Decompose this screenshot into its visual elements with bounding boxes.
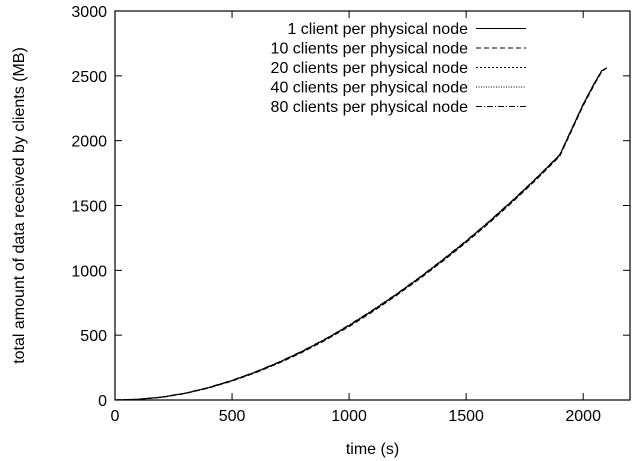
axis-ticks: 0 500 1000 1500 2000 0 500 1000 1500 2000 2500 3000 [71, 4, 630, 425]
legend: 1 client per physical node 10 clients per… [271, 21, 526, 116]
series-line [114, 67, 607, 401]
y-tick-label: 1000 [71, 263, 107, 280]
series-line [114, 67, 607, 401]
x-tick-label: 1500 [448, 408, 484, 425]
y-tick-label: 2500 [71, 69, 107, 86]
y-tick-label: 0 [98, 393, 107, 410]
x-tick-label: 1000 [331, 408, 367, 425]
series-line [114, 67, 607, 401]
x-tick-label: 500 [219, 408, 246, 425]
legend-label: 40 clients per physical node [271, 80, 469, 97]
y-tick-label: 2000 [71, 134, 107, 151]
series-layer [114, 67, 607, 401]
x-tick-label: 0 [111, 408, 120, 425]
x-tick-label: 2000 [565, 408, 601, 425]
y-tick-label: 500 [80, 328, 107, 345]
y-tick-label: 3000 [71, 4, 107, 21]
legend-label: 10 clients per physical node [271, 41, 469, 58]
y-axis-label: total amount of data received by clients… [11, 47, 28, 364]
legend-label: 80 clients per physical node [271, 99, 469, 116]
series-line [114, 67, 607, 401]
y-tick-label: 1500 [71, 199, 107, 216]
legend-label: 20 clients per physical node [271, 60, 469, 77]
series-line [114, 67, 607, 401]
legend-label: 1 client per physical node [287, 21, 468, 38]
x-axis-label: time (s) [346, 441, 399, 458]
